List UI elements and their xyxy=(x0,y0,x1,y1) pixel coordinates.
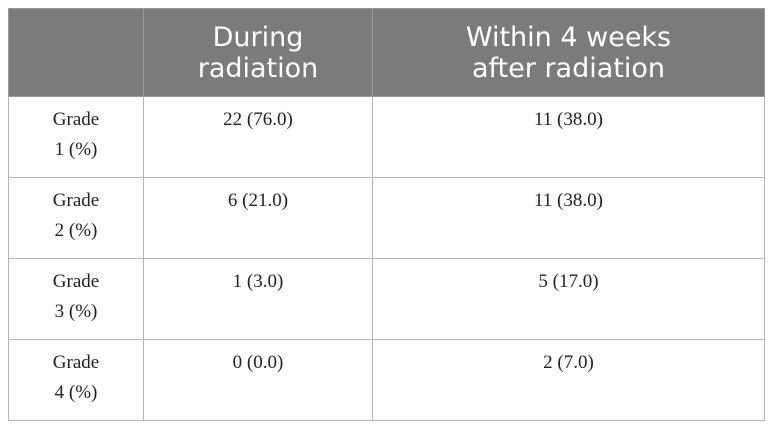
row-label-line: Grade xyxy=(52,109,100,130)
cell-within: 5 (17.0) xyxy=(372,258,765,340)
row-label-line: 4 (%) xyxy=(54,382,98,403)
header-text-line: Within 4 weeks xyxy=(465,21,672,53)
row-label-line: Grade xyxy=(52,352,100,373)
header-row: During radiation Within 4 weeks after ra… xyxy=(8,8,765,97)
cell-during: 1 (3.0) xyxy=(143,258,373,340)
cell-within: 11 (38.0) xyxy=(372,177,765,259)
table-header: During radiation Within 4 weeks after ra… xyxy=(8,8,765,97)
row-label-line: 2 (%) xyxy=(54,220,98,241)
header-within-4-weeks: Within 4 weeks after radiation xyxy=(372,8,765,97)
table-row: Grade 4 (%) 0 (0.0) 2 (7.0) xyxy=(8,339,765,421)
header-empty-cell xyxy=(8,8,144,97)
cell-within: 11 (38.0) xyxy=(372,96,765,178)
cell-within: 2 (7.0) xyxy=(372,339,765,421)
row-label-line: Grade xyxy=(52,190,100,211)
cell-during: 22 (76.0) xyxy=(143,96,373,178)
row-label: Grade 1 (%) xyxy=(8,96,144,178)
cell-during: 0 (0.0) xyxy=(143,339,373,421)
header-during-radiation: During radiation xyxy=(143,8,373,97)
row-label-line: Grade xyxy=(52,271,100,292)
row-label: Grade 2 (%) xyxy=(8,177,144,259)
header-text-line: During xyxy=(212,21,304,53)
row-label: Grade 3 (%) xyxy=(8,258,144,340)
row-label-line: 1 (%) xyxy=(54,139,98,160)
header-text-line: after radiation xyxy=(471,52,665,84)
table-body: Grade 1 (%) 22 (76.0) 11 (38.0) Grade 2 … xyxy=(8,96,765,421)
row-label-line: 3 (%) xyxy=(54,301,98,322)
row-label: Grade 4 (%) xyxy=(8,339,144,421)
table-row: Grade 1 (%) 22 (76.0) 11 (38.0) xyxy=(8,96,765,178)
cell-during: 6 (21.0) xyxy=(143,177,373,259)
table-row: Grade 3 (%) 1 (3.0) 5 (17.0) xyxy=(8,258,765,340)
toxicity-grade-table: During radiation Within 4 weeks after ra… xyxy=(8,8,765,421)
header-text-line: radiation xyxy=(197,52,319,84)
table-row: Grade 2 (%) 6 (21.0) 11 (38.0) xyxy=(8,177,765,259)
